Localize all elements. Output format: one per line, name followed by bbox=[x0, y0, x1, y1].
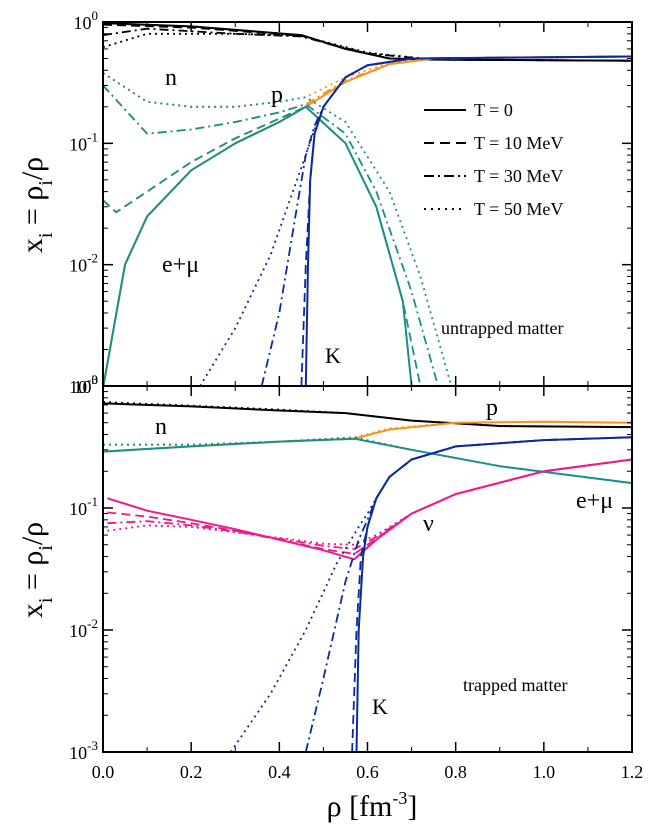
x-tick-label: 0.0 bbox=[92, 762, 115, 782]
curve-emu-T0-bottom bbox=[102, 437, 633, 485]
y-tick-label: 10-1 bbox=[69, 494, 98, 519]
y-tick-label: 100 bbox=[74, 372, 99, 397]
label-K-top: K bbox=[325, 343, 341, 368]
curve-n-T30-top bbox=[102, 27, 633, 62]
x-tick-label: 1.2 bbox=[621, 762, 644, 782]
curve-emu-T30-top bbox=[102, 84, 439, 387]
x-tick-label: 0.2 bbox=[180, 762, 203, 782]
curve-emu-T10-top bbox=[102, 105, 422, 387]
curve-K-T30-top bbox=[260, 55, 633, 387]
curve-K-T30-bottom bbox=[304, 436, 633, 753]
legend-label-T50: T = 50 MeV bbox=[474, 199, 563, 219]
curve-nu-T10-bottom bbox=[107, 458, 633, 555]
x-tick-labels: 0.0 0.2 0.4 0.6 0.8 1.0 1.2 bbox=[92, 762, 644, 782]
curve-nu-T30-bottom bbox=[107, 458, 633, 550]
y-axis-title-top: xi = ρi/ρ bbox=[16, 157, 57, 253]
panel-trapped: 100 10-1 10-2 10-3 n p e+μ ν K trapped matt… bbox=[69, 372, 633, 763]
legend: T = 0 T = 10 MeV T = 30 MeV T = 50 MeV bbox=[424, 100, 563, 219]
y-tick-label: 10-2 bbox=[69, 251, 98, 276]
y-tick-label: 10-1 bbox=[69, 129, 98, 154]
label-p-bottom: p bbox=[486, 395, 498, 421]
bottom-y-ticks: 100 10-1 10-2 10-3 bbox=[69, 372, 632, 763]
legend-label-T30: T = 30 MeV bbox=[474, 166, 563, 186]
x-tick-label: 0.6 bbox=[356, 762, 379, 782]
label-n-bottom: n bbox=[155, 414, 167, 440]
panel-untrapped: 100 10-1 10-2 10-3 n p e+μ K untrapped matt… bbox=[69, 8, 633, 397]
y-tick-label: 10-3 bbox=[69, 372, 98, 397]
y-tick-label: 10-3 bbox=[69, 738, 98, 763]
label-emu-top: e+μ bbox=[162, 252, 199, 278]
label-nu-bottom: ν bbox=[423, 511, 434, 537]
label-emu-bottom: e+μ bbox=[576, 488, 613, 514]
legend-label-T0: T = 0 bbox=[474, 100, 513, 120]
annotation-untrapped: untrapped matter bbox=[441, 318, 563, 338]
x-axis-title: ρ [fm-3] bbox=[327, 788, 418, 823]
legend-label-T10: T = 10 MeV bbox=[474, 133, 563, 153]
y-axis-title-bottom: xi = ρi/ρ bbox=[16, 522, 57, 618]
x-tick-label: 0.8 bbox=[444, 762, 467, 782]
x-tick-label: 0.4 bbox=[268, 762, 291, 782]
label-n-top: n bbox=[165, 65, 177, 91]
bottom-x-ticks bbox=[102, 386, 633, 752]
y-tick-label: 100 bbox=[74, 8, 99, 33]
curve-K-T50-top bbox=[199, 55, 633, 387]
x-tick-label: 1.0 bbox=[533, 762, 556, 782]
annotation-trapped: trapped matter bbox=[463, 675, 567, 695]
y-tick-label: 10-2 bbox=[69, 616, 98, 641]
label-K-bottom: K bbox=[372, 694, 388, 719]
bottom-curves bbox=[102, 401, 633, 753]
top-x-ticks bbox=[102, 22, 633, 386]
label-p-top: p bbox=[271, 82, 283, 108]
curve-n-T50-bottom bbox=[102, 401, 633, 428]
curve-emu-T50-top bbox=[102, 72, 453, 387]
